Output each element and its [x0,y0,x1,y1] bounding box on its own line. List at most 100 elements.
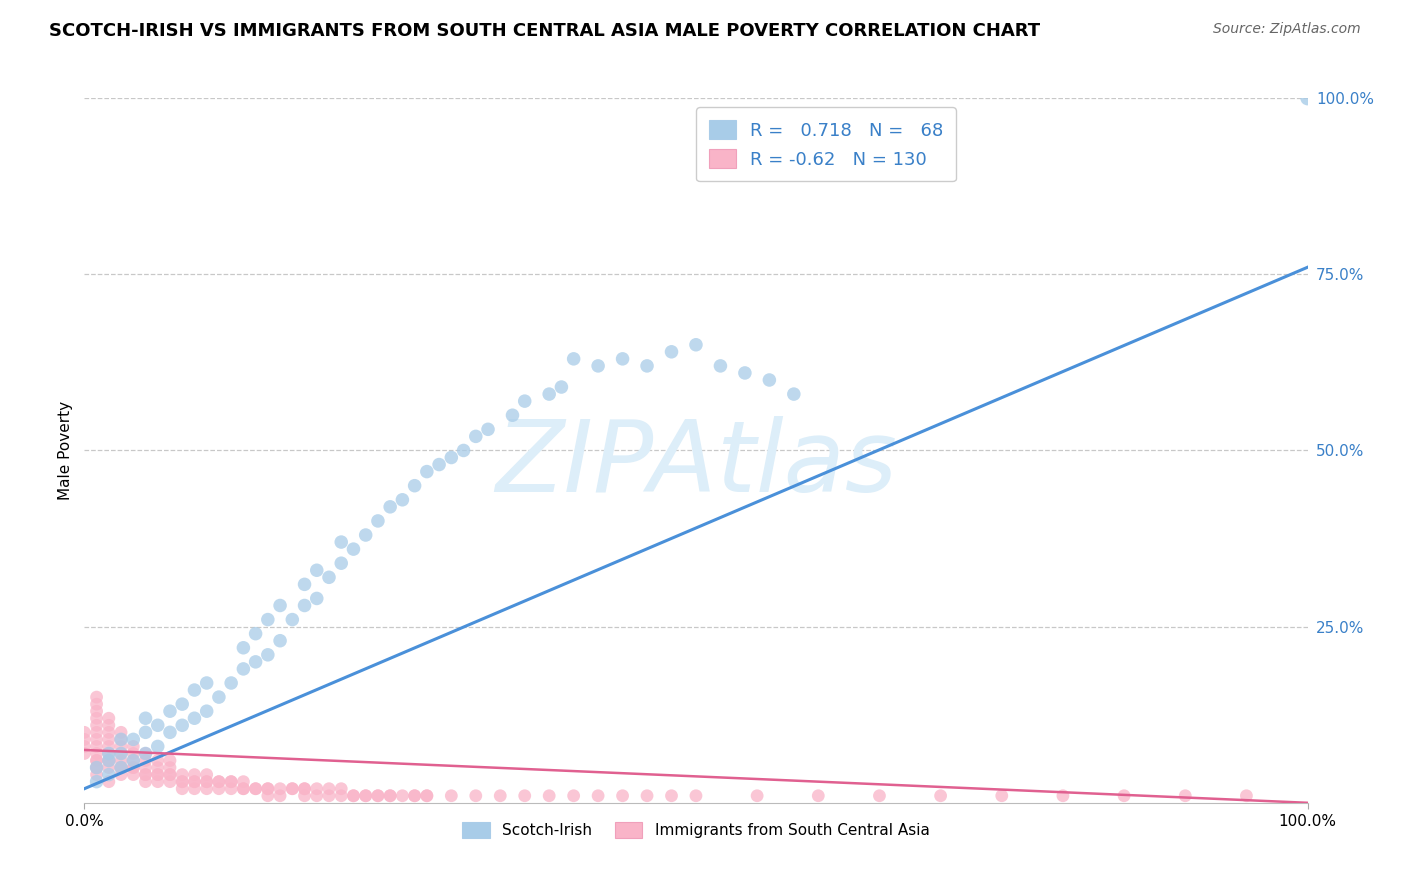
Point [86,739,108,754]
Point [330,556,353,570]
Point [122,739,145,754]
Point [122,754,145,768]
Point [232,662,254,676]
Point [562,789,585,803]
Point [219,676,242,690]
Point [305,789,328,803]
Text: SCOTCH-IRISH VS IMMIGRANTS FROM SOUTH CENTRAL ASIA MALE POVERTY CORRELATION CHAR: SCOTCH-IRISH VS IMMIGRANTS FROM SOUTH CE… [49,22,1040,40]
Point [232,640,254,655]
Point [342,789,364,803]
Point [159,774,181,789]
Point [172,774,194,789]
Point [97,754,120,768]
Point [489,789,512,803]
Point [294,789,316,803]
Point [281,781,304,796]
Point [257,789,280,803]
Point [97,732,120,747]
Point [86,704,108,718]
Point [73,732,96,747]
Point [146,739,169,754]
Point [86,690,108,705]
Point [453,443,475,458]
Point [513,789,536,803]
Point [208,781,231,796]
Point [391,492,413,507]
Point [135,767,157,781]
Point [97,718,120,732]
Point [416,465,439,479]
Point [807,789,830,803]
Point [172,767,194,781]
Point [86,725,108,739]
Point [110,760,132,774]
Point [391,789,413,803]
Point [146,767,169,781]
Point [513,394,536,409]
Point [929,789,952,803]
Point [1296,91,1319,105]
Point [97,739,120,754]
Point [73,739,96,754]
Point [110,732,132,747]
Point [208,690,231,705]
Point [219,774,242,789]
Point [159,767,181,781]
Point [758,373,780,387]
Point [86,711,108,725]
Point [110,747,132,761]
Point [208,774,231,789]
Point [427,458,450,472]
Point [195,774,218,789]
Point [342,789,364,803]
Point [122,754,145,768]
Point [122,767,145,781]
Point [135,774,157,789]
Point [159,725,181,739]
Point [183,781,205,796]
Point [257,648,280,662]
Point [294,781,316,796]
Point [97,711,120,725]
Point [380,789,402,803]
Point [538,789,561,803]
Point [86,747,108,761]
Point [86,760,108,774]
Point [245,626,267,640]
Point [550,380,572,394]
Point [318,789,340,803]
Point [354,789,377,803]
Y-axis label: Male Poverty: Male Poverty [58,401,73,500]
Point [404,789,426,803]
Point [86,718,108,732]
Text: Source: ZipAtlas.com: Source: ZipAtlas.com [1213,22,1361,37]
Point [97,725,120,739]
Point [183,767,205,781]
Point [257,781,280,796]
Point [97,774,120,789]
Point [86,774,108,789]
Point [586,359,609,373]
Point [416,789,439,803]
Point [97,747,120,761]
Point [232,774,254,789]
Point [159,754,181,768]
Point [86,732,108,747]
Text: ZIPAtlas: ZIPAtlas [495,416,897,513]
Point [636,359,658,373]
Point [636,789,658,803]
Point [97,754,120,768]
Point [440,450,463,465]
Point [159,704,181,718]
Point [146,760,169,774]
Point [232,781,254,796]
Point [122,732,145,747]
Point [110,760,132,774]
Point [281,781,304,796]
Point [294,781,316,796]
Point [245,781,267,796]
Point [86,697,108,711]
Point [122,760,145,774]
Point [330,789,353,803]
Point [219,774,242,789]
